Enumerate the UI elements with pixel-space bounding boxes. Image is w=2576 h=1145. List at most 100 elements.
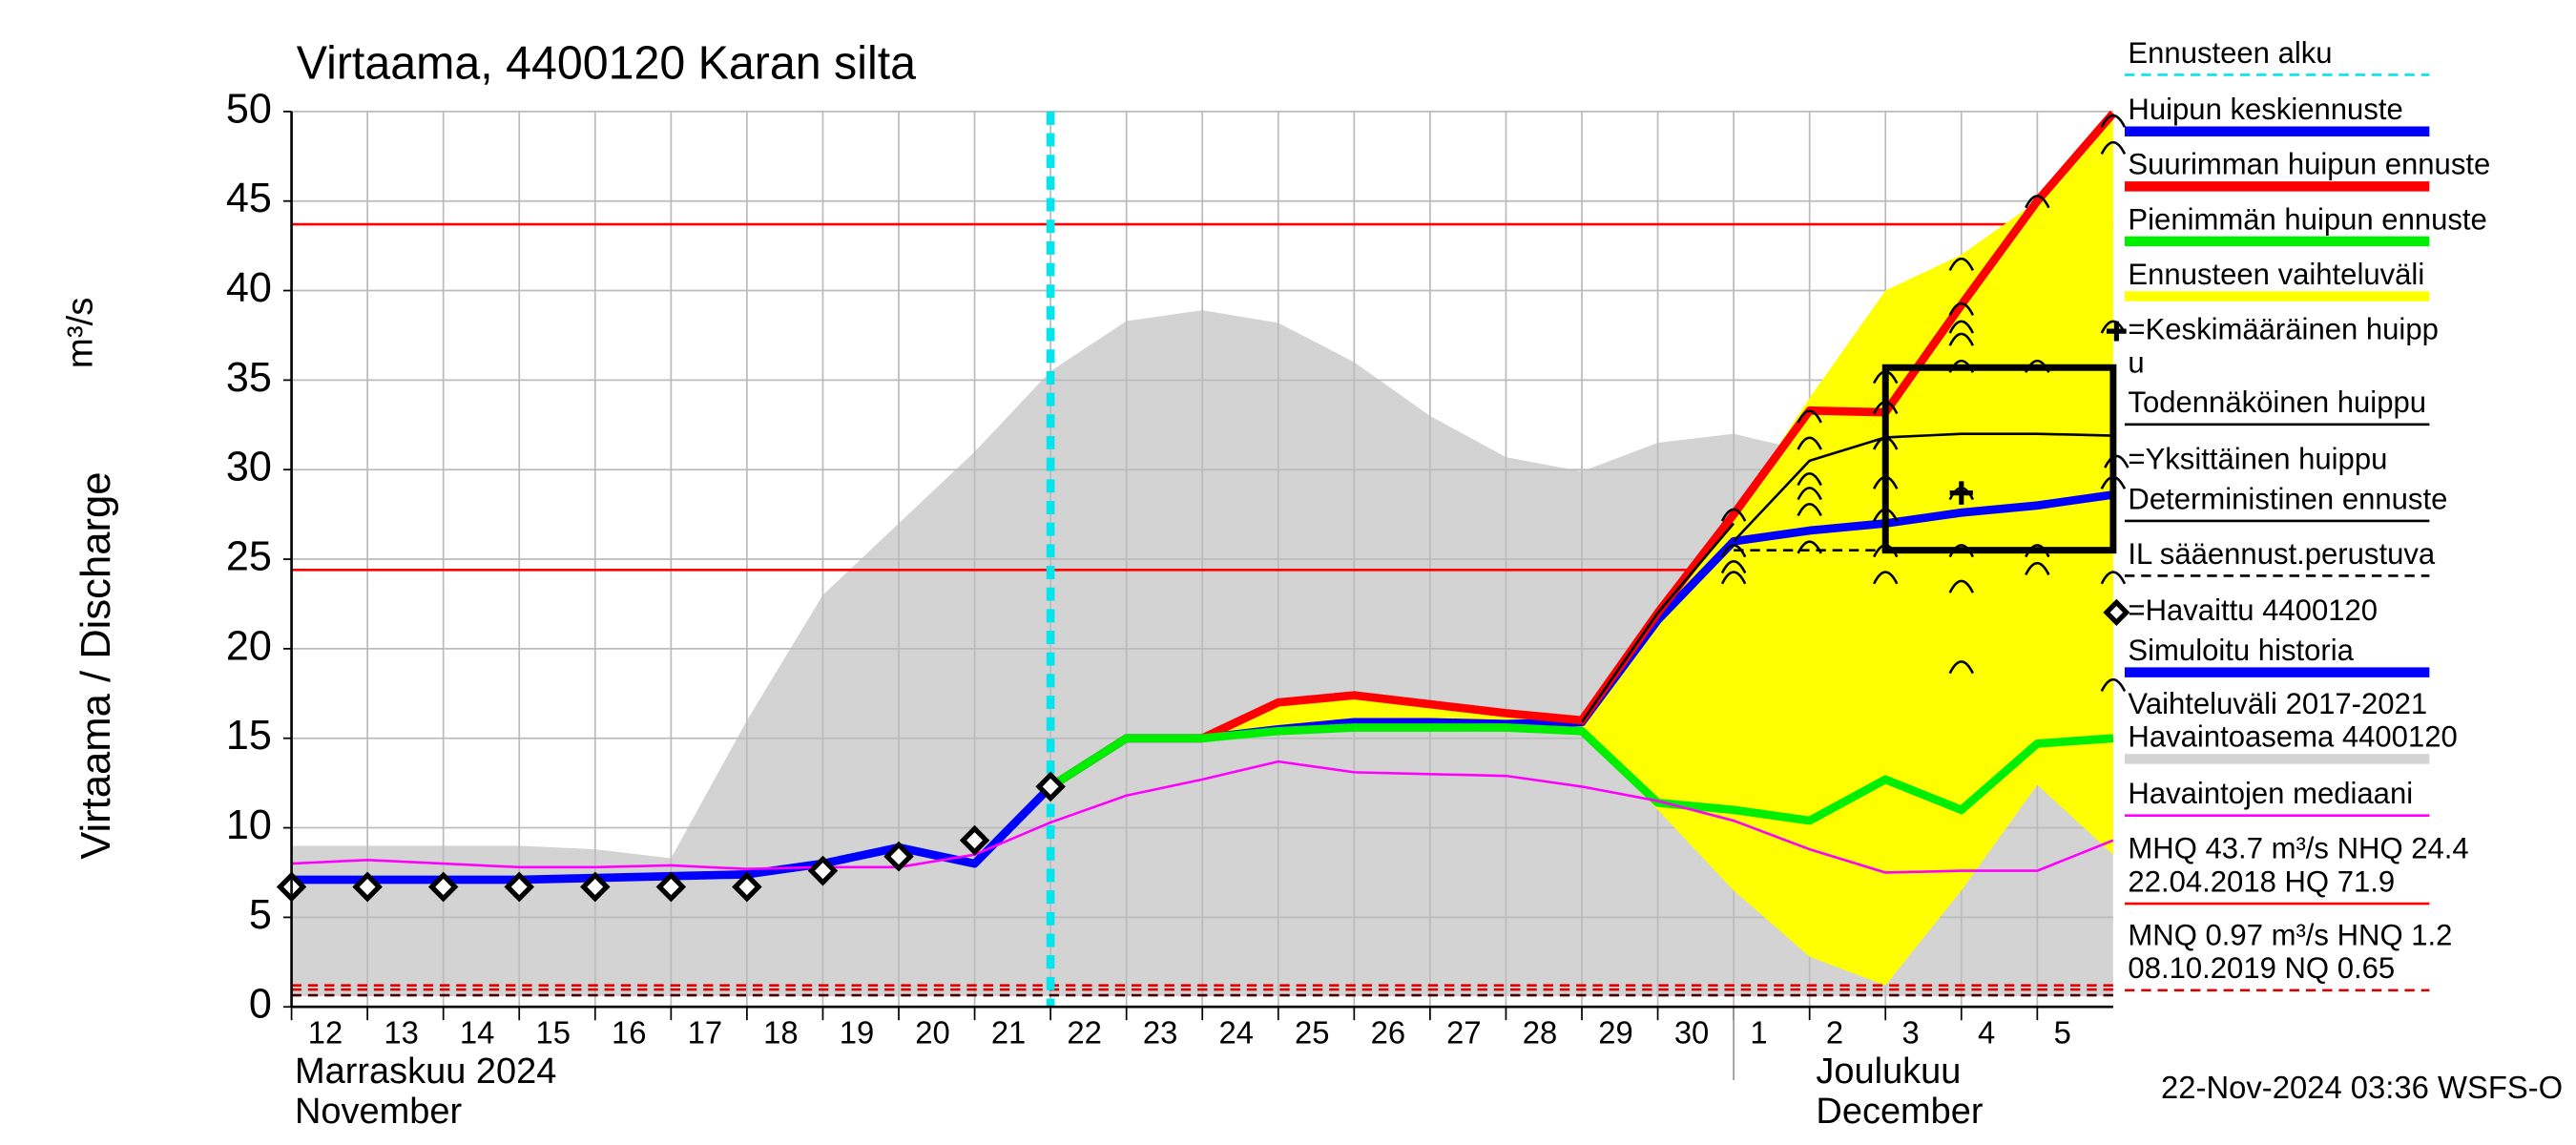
legend-label: Simuloitu historia [2128, 634, 2354, 667]
single-peak [2100, 114, 2127, 128]
x-tick-label: 21 [991, 1014, 1026, 1050]
legend-label: =Havaittu 4400120 [2128, 593, 2378, 627]
y-tick-label: 5 [249, 892, 272, 938]
single-peak [1872, 436, 1899, 450]
single-peak [1948, 302, 1975, 316]
single-peak [1797, 502, 1822, 517]
x-tick-label: 17 [688, 1014, 722, 1050]
legend-label: 22.04.2018 HQ 71.9 [2128, 864, 2395, 898]
x-tick-label: 24 [1218, 1014, 1253, 1050]
month-label: Marraskuu 2024 [295, 1051, 556, 1092]
single-peak [1720, 571, 1747, 585]
x-tick-label: 16 [612, 1014, 646, 1050]
month-label: December [1816, 1091, 1983, 1132]
single-peak [1948, 660, 1975, 675]
x-tick-label: 15 [535, 1014, 570, 1050]
range-band [1050, 111, 2113, 986]
series-line [291, 760, 2114, 874]
single-peak [1948, 320, 1975, 334]
y-tick-label: 25 [226, 533, 272, 579]
single-peak [1948, 359, 1975, 373]
single-peak [2100, 475, 2127, 489]
x-tick-label: 1 [1750, 1014, 1767, 1050]
legend-label: Vaihteluväli 2017-2021 [2128, 687, 2427, 720]
single-peak [1797, 540, 1822, 554]
x-tick-label: 30 [1674, 1014, 1709, 1050]
x-tick-label: 12 [308, 1014, 343, 1050]
legend-symbol [2104, 454, 2129, 468]
x-tick-label: 20 [915, 1014, 949, 1050]
legend-label: Deterministinen ennuste [2128, 482, 2447, 515]
observed-point [732, 871, 762, 903]
legend-label: IL sääennust.perustuva [2128, 537, 2435, 571]
observed-point [352, 871, 383, 903]
x-tick-label: 28 [1523, 1014, 1557, 1050]
y-axis-label: Virtaama / Discharge [73, 472, 119, 860]
legend-label: Havaintoasema 4400120 [2128, 720, 2457, 754]
single-peak [1948, 332, 1975, 346]
observed-point [807, 855, 839, 886]
single-peak [2025, 359, 2050, 373]
single-peak [1948, 579, 1975, 593]
x-tick-label: 23 [1143, 1014, 1177, 1050]
y-tick-label: 0 [249, 982, 272, 1028]
series-line [1580, 522, 1735, 723]
y-tick-label: 15 [226, 713, 272, 759]
x-tick-label: 3 [1901, 1014, 1919, 1050]
single-peak [1720, 560, 1747, 574]
single-peak [1720, 544, 1747, 558]
legend-label: Ennusteen alku [2128, 36, 2332, 70]
single-peak [1797, 409, 1822, 424]
y-tick-label: 45 [226, 176, 272, 221]
legend-label: MNQ 0.97 m³/s HNQ 1.2 [2128, 918, 2452, 951]
single-peak [1872, 508, 1899, 522]
y-tick-label: 20 [226, 623, 272, 669]
x-tick-label: 18 [763, 1014, 798, 1050]
single-peak [2025, 544, 2050, 558]
series-line [1048, 723, 2114, 825]
x-tick-label: 19 [840, 1014, 874, 1050]
legend-label: Pienimmän huipun ennuste [2128, 202, 2486, 236]
x-tick-label: 26 [1371, 1014, 1405, 1050]
band-layer [1050, 111, 2113, 986]
legend-symbol [2103, 598, 2130, 627]
single-peak [2025, 561, 2050, 576]
x-tick-label: 5 [2054, 1014, 2071, 1050]
legend-label: Huipun keskiennuste [2128, 93, 2402, 126]
legend-label: =Yksittäinen huippu [2128, 442, 2387, 475]
single-peak [1797, 472, 1822, 487]
timestamp: 22-Nov-2024 03:36 WSFS-O [2161, 1070, 2563, 1105]
observed-point [1035, 771, 1066, 802]
y-tick-label: 35 [226, 355, 272, 401]
legend-label: =Keskimääräinen huipp [2128, 312, 2438, 345]
observed-point [883, 841, 914, 872]
month-label: November [295, 1091, 462, 1132]
series-line [1733, 432, 2113, 543]
single-peak [1872, 544, 1899, 558]
y-tick-label: 10 [226, 802, 272, 848]
single-peak [1797, 487, 1822, 501]
legend-symbol [2106, 321, 2127, 342]
x-tick-label: 4 [1978, 1014, 1995, 1050]
single-peak [1872, 370, 1899, 385]
y-tick-label: 30 [226, 445, 272, 490]
x-tick-label: 29 [1598, 1014, 1632, 1050]
single-peak [2100, 677, 2127, 692]
observed-point [655, 871, 687, 903]
x-tick-label: 25 [1295, 1014, 1329, 1050]
single-peak [1948, 544, 1975, 558]
x-tick-label: 2 [1826, 1014, 1843, 1050]
marks-layer [276, 111, 2127, 1008]
legend-label: Havaintojen mediaani [2128, 777, 2413, 810]
observed-point [580, 871, 611, 903]
x-tick-label: 22 [1067, 1014, 1101, 1050]
legend-label: Ennusteen vaihteluväli [2128, 258, 2424, 291]
legend-label: 08.10.2019 NQ 0.65 [2128, 951, 2395, 985]
single-peak [2100, 571, 2127, 585]
x-tick-label: 13 [384, 1014, 418, 1050]
single-peak [1948, 257, 1975, 271]
y-axis-unit: m³/s [60, 298, 101, 369]
